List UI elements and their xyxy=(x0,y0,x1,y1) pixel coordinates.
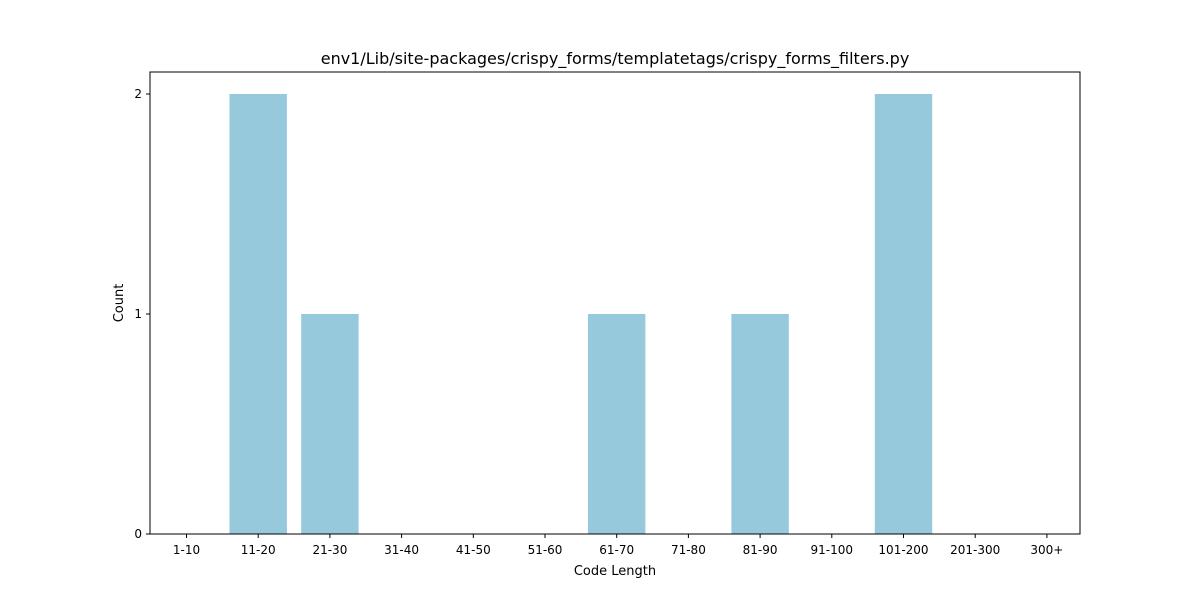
x-tick-label: 21-30 xyxy=(312,543,347,557)
y-tick-label: 2 xyxy=(134,87,142,101)
x-tick-label: 31-40 xyxy=(384,543,419,557)
bars-group xyxy=(229,94,933,534)
x-tick-label: 201-300 xyxy=(950,543,1000,557)
plot-frame xyxy=(149,71,1081,535)
bar-101-200 xyxy=(874,94,933,534)
bar-11-20 xyxy=(229,94,287,534)
x-tick-label: 51-60 xyxy=(528,543,563,557)
chart-title: env1/Lib/site-packages/crispy_forms/temp… xyxy=(321,49,910,69)
x-tick-label: 101-200 xyxy=(878,543,928,557)
bar-21-30 xyxy=(301,314,359,534)
x-tick-label: 1-10 xyxy=(173,543,200,557)
x-tick-label: 41-50 xyxy=(456,543,491,557)
x-axis-label: Code Length xyxy=(574,564,656,579)
x-tick-label: 300+ xyxy=(1030,543,1063,557)
y-axis-ticks: 0 1 2 xyxy=(134,87,150,541)
y-tick-label: 0 xyxy=(134,527,142,541)
bar-61-70 xyxy=(588,314,646,534)
x-tick-label: 11-20 xyxy=(241,543,276,557)
bar-81-90 xyxy=(731,314,789,534)
y-tick-label: 1 xyxy=(134,307,142,321)
x-tick-label: 81-90 xyxy=(743,543,778,557)
y-axis-label: Count xyxy=(112,284,127,323)
x-axis-ticks: 1-10 11-20 21-30 31-40 41-50 51-60 61-70 71-80 8… xyxy=(173,534,1063,557)
x-tick-label: 61-70 xyxy=(599,543,634,557)
x-tick-label: 71-80 xyxy=(671,543,706,557)
x-tick-label: 91-100 xyxy=(811,543,854,557)
